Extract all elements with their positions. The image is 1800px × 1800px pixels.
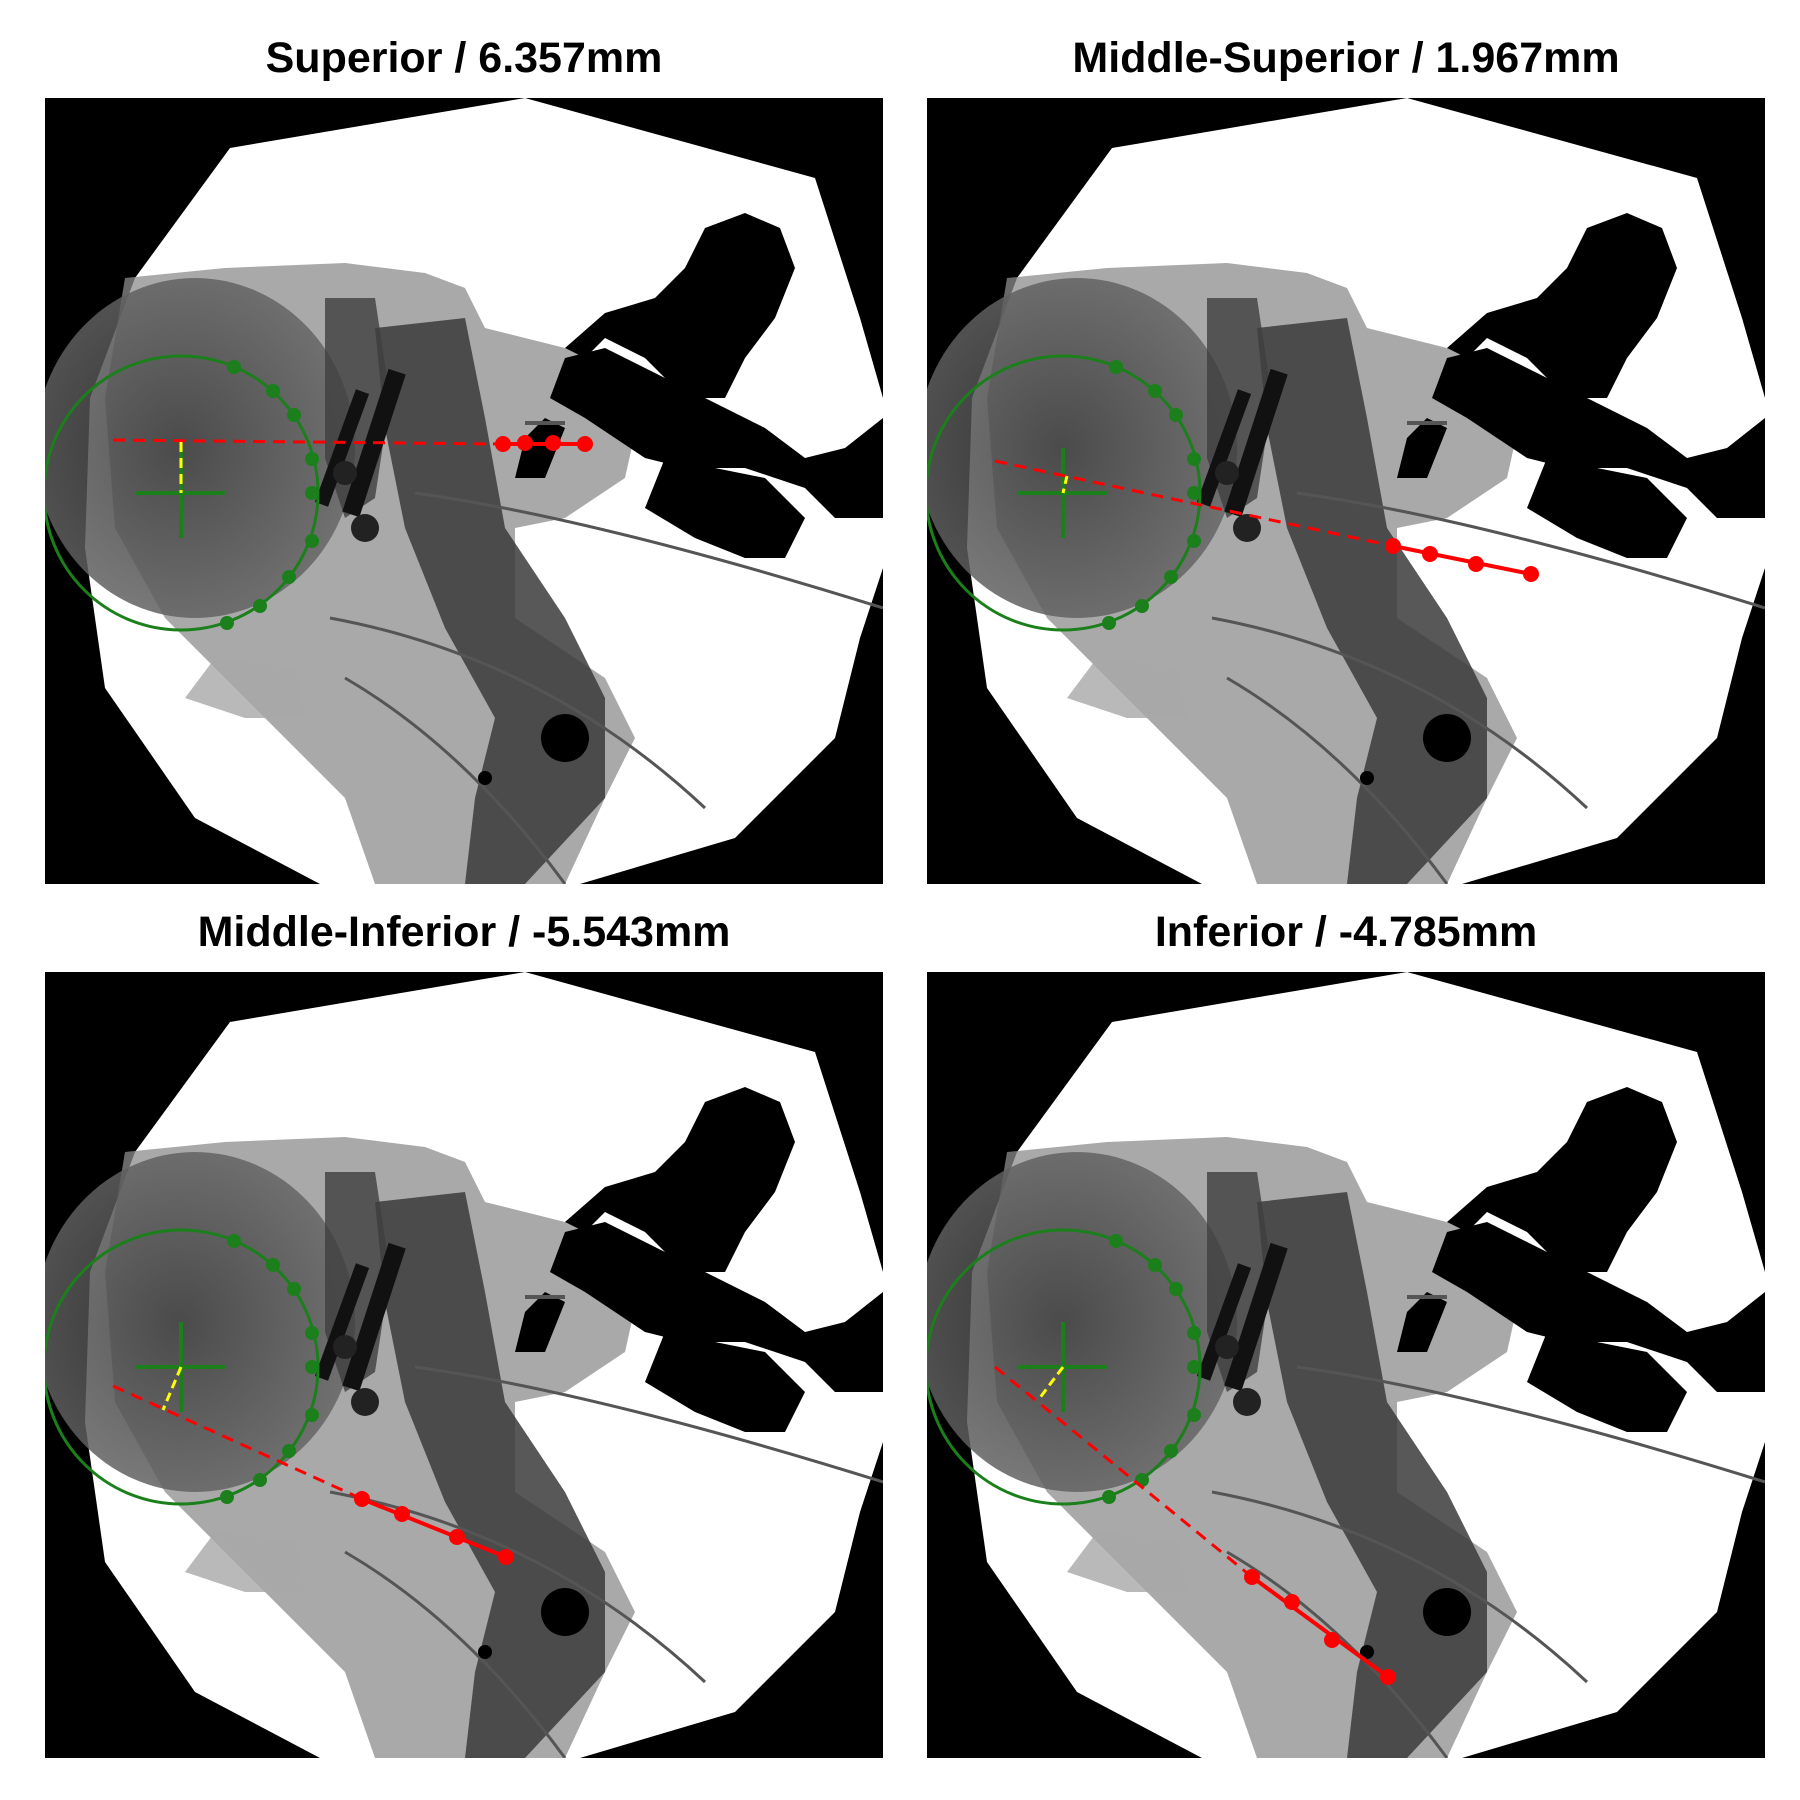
panel-title: Middle-Superior / 1.967mm <box>1072 34 1620 82</box>
offset-indicator <box>1037 1366 1065 1400</box>
fluoroscopy-image <box>45 98 883 884</box>
trajectory-point <box>1523 566 1539 582</box>
trajectory-extension <box>994 459 1394 548</box>
trajectory-point <box>577 436 593 452</box>
trajectory-point <box>354 1491 370 1507</box>
trajectory-point <box>517 435 533 451</box>
trajectory-segment <box>361 1497 507 1559</box>
trajectory-point <box>1385 538 1401 554</box>
trajectory-point <box>1380 1669 1396 1685</box>
trajectory-point <box>1244 1569 1260 1585</box>
trajectory-point <box>495 436 511 452</box>
trajectory-point <box>498 1549 514 1565</box>
panel-title: Middle-Inferior / -5.543mm <box>197 908 731 956</box>
trajectory-point <box>394 1506 410 1522</box>
fluoroscopy-image <box>927 972 1765 1758</box>
trajectory-extension <box>112 1384 363 1501</box>
trajectory-point <box>449 1529 465 1545</box>
trajectory-point <box>1284 1594 1300 1610</box>
trajectory-point <box>1468 556 1484 572</box>
offset-indicator <box>1061 475 1069 494</box>
trajectory-point <box>1324 1632 1340 1648</box>
panel-title: Superior / 6.357mm <box>265 34 663 82</box>
trajectory-segment <box>1392 544 1532 576</box>
trajectory-extension <box>112 438 504 446</box>
panel-title: Inferior / -4.785mm <box>1154 908 1538 956</box>
fluoroscopy-image <box>45 972 883 1758</box>
trajectory-point <box>1422 546 1438 562</box>
offset-indicator <box>161 1366 183 1411</box>
trajectory-point <box>545 435 561 451</box>
trajectory-segment <box>1250 1575 1390 1679</box>
trajectory-extension <box>994 1365 1253 1579</box>
fluoroscopy-image <box>927 98 1765 884</box>
